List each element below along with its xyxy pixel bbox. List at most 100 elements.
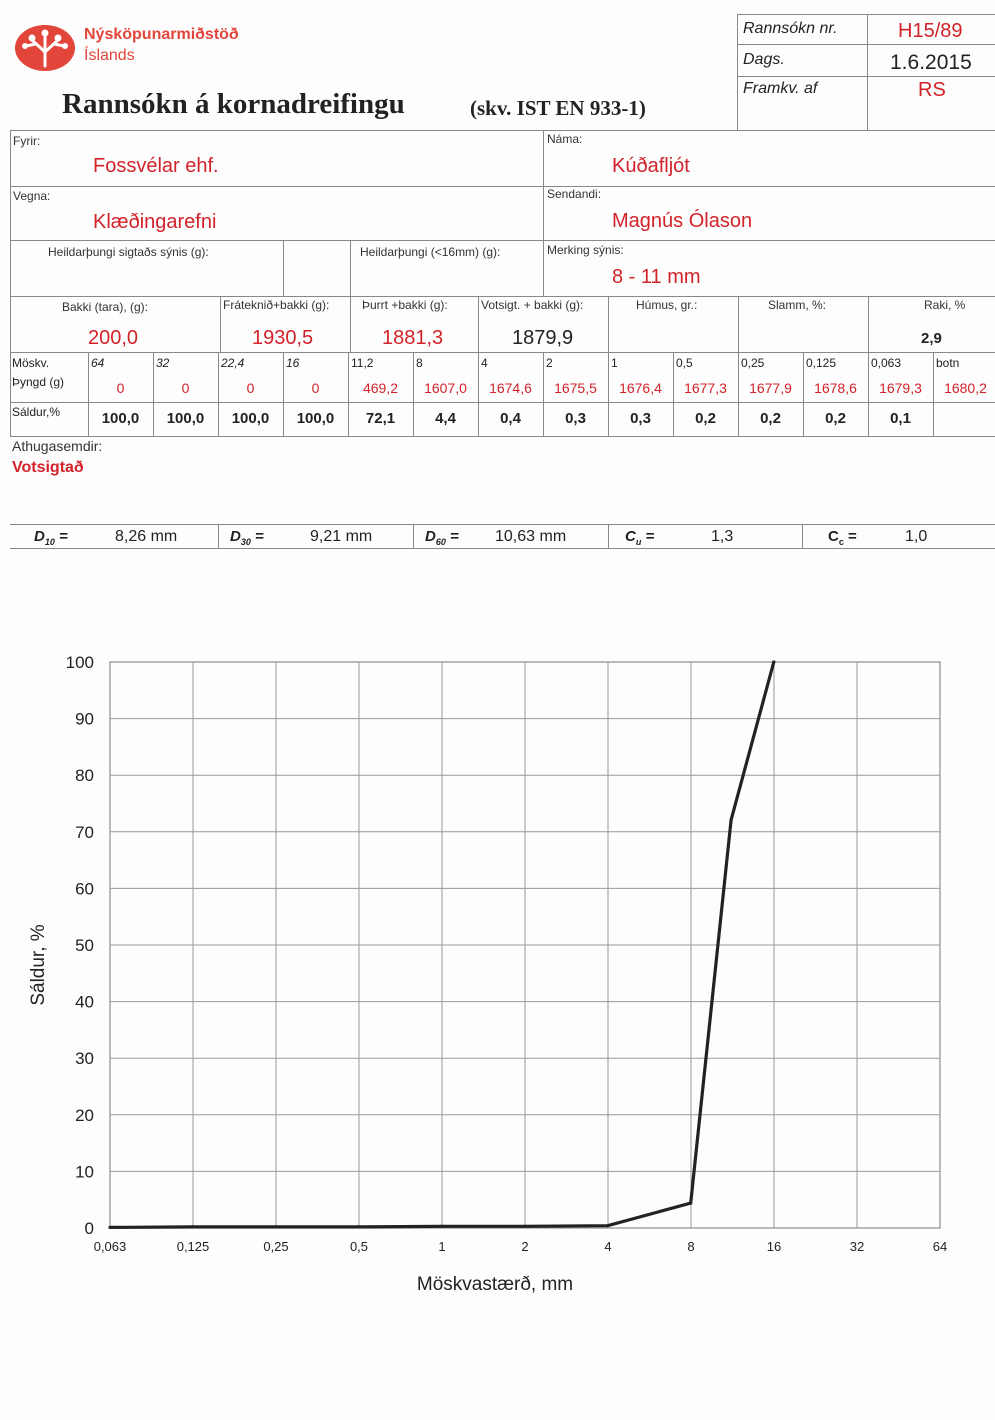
data-point [689, 1201, 693, 1205]
sieve-size: 32 [156, 356, 170, 370]
y-axis-label: Sáldur, % [28, 924, 49, 1005]
sendandi-label: Sendandi: [547, 187, 602, 201]
sieve-weight: 0 [246, 380, 255, 396]
heild-label: Heildarþungi sigtaðs sýnis (g): [48, 245, 209, 259]
data-point [729, 818, 733, 822]
data-point [606, 1224, 610, 1228]
y-tick-label: 30 [75, 1049, 94, 1068]
sieve-weight: 0 [116, 380, 125, 396]
sieve-weight: 1677,3 [684, 380, 727, 396]
sieve-passing: 0,2 [825, 410, 846, 427]
cc-label: Cc = [828, 528, 857, 547]
sieve-weight: 0 [311, 380, 320, 396]
nama-value: Kúðafljót [612, 155, 690, 177]
y-tick-label: 70 [75, 823, 94, 842]
data-point [273, 1225, 277, 1229]
sieve-weight: 1675,5 [554, 380, 597, 396]
sieve-passing: 100,0 [296, 410, 335, 427]
sieve-passing: 100,0 [231, 410, 270, 427]
x-tick-label: 1 [438, 1239, 445, 1254]
sieve-weight: 1679,3 [879, 380, 922, 396]
sieve-weight: 1674,6 [489, 380, 532, 396]
sieve-size: 64 [91, 356, 105, 370]
x-tick-label: 2 [521, 1239, 528, 1254]
saldur-label: Sáldur,% [12, 405, 61, 419]
sieve-weight: 1676,4 [619, 380, 662, 396]
tree-logo-icon [15, 25, 75, 71]
thurrt-label: Þurrt +bakki (g): [362, 298, 448, 312]
sieve-passing: 100,0 [101, 410, 140, 427]
cu-value: 1,3 [711, 528, 734, 545]
y-tick-label: 80 [75, 766, 94, 785]
raki-value: 2,9 [921, 330, 942, 347]
raki-label: Raki, % [924, 298, 966, 312]
data-point [190, 1225, 194, 1229]
grading-curve [109, 661, 776, 1229]
data-point [522, 1224, 527, 1228]
slamm-label: Slamm, %: [768, 298, 827, 312]
x-tick-label: 4 [604, 1239, 611, 1254]
sieve-weight: 469,2 [362, 380, 399, 396]
sieve-weight: 1607,0 [424, 380, 467, 396]
moskv-label: Möskv. [12, 356, 50, 370]
rannsokn-label: Rannsókn nr. [743, 20, 838, 37]
y-tick-label: 100 [66, 653, 94, 672]
fyrir-label: Fyrir: [13, 134, 41, 148]
d10-label: D10 = [34, 528, 68, 547]
sieve-size: 0,25 [741, 356, 765, 370]
dags-label: Dags. [743, 51, 785, 68]
sieve-passing: 0,1 [890, 410, 911, 427]
report-standard: (skv. IST EN 933-1) [470, 96, 646, 120]
sieve-weight: 1678,6 [814, 380, 857, 396]
sieve-size: botn [936, 356, 960, 370]
y-tick-label: 20 [75, 1106, 94, 1125]
sieve-size: 4 [481, 356, 488, 370]
sieve-size: 2 [546, 356, 553, 370]
y-tick-label: 40 [75, 993, 94, 1012]
sieve-size: 0,063 [871, 356, 902, 370]
data-point [356, 1225, 360, 1229]
grading-chart: 0 10 20 30 40 50 60 70 80 90 100 0,063 0,125 0,25 0,5 1… [28, 653, 947, 1295]
x-tick-label: 0,063 [94, 1239, 127, 1254]
bakki-value: 200,0 [88, 327, 139, 349]
d10-value: 8,26 mm [115, 528, 178, 545]
thyngd-label: Þyngd (g) [12, 375, 65, 389]
x-axis-label: Möskvastærð, mm [417, 1274, 573, 1295]
votsigt-value: 1879,9 [512, 327, 574, 349]
fratekid-label: Fráteknið+bakki (g): [223, 298, 330, 312]
y-tick-label: 10 [75, 1162, 94, 1181]
report-title: Rannsókn á kornadreifingu [62, 88, 405, 120]
cc-value: 1,0 [905, 528, 928, 545]
merking-label: Merking sýnis: [547, 243, 624, 257]
sieve-passing: 0,4 [500, 410, 521, 427]
x-tick-label: 64 [933, 1239, 947, 1254]
sieve-size: 8 [416, 356, 423, 370]
sieve-passing: 72,1 [365, 410, 396, 427]
framkv-label: Framkv. af [743, 80, 818, 97]
y-tick-label: 0 [85, 1219, 94, 1238]
remarks-label: Athugasemdir: [12, 438, 103, 454]
bakki-label: Bakki (tara), (g): [62, 300, 149, 314]
sieve-size: 0,5 [676, 356, 693, 370]
sieve-size: 22,4 [221, 356, 245, 370]
sieve-weight: 1677,9 [749, 380, 792, 396]
sieve-passing: 0,3 [565, 410, 586, 427]
merking-value: 8 - 11 mm [612, 266, 701, 288]
x-tick-label: 0,125 [177, 1239, 210, 1254]
sieve-passing: 0,2 [695, 410, 716, 427]
d30-label: D30 = [230, 528, 264, 547]
x-tick-label: 0,5 [350, 1239, 368, 1254]
humus-label: Húmus, gr.: [636, 298, 698, 312]
sieve-passing: 0,3 [630, 410, 651, 427]
sieve-passing: 0,2 [760, 410, 781, 427]
framkv-value: RS [918, 79, 946, 101]
nama-label: Náma: [547, 132, 583, 146]
sieve-weight: 1680,2 [944, 380, 987, 396]
org-name-line1: Nýsköpunarmiðstöð [84, 26, 239, 43]
org-name-line2: Íslands [84, 47, 135, 64]
d60-label: D60 = [425, 528, 459, 547]
d30-value: 9,21 mm [310, 528, 373, 545]
votsigt-label: Votsigt. + bakki (g): [481, 298, 584, 312]
sieve-size: 1 [611, 356, 618, 370]
vegna-label: Vegna: [13, 189, 51, 203]
